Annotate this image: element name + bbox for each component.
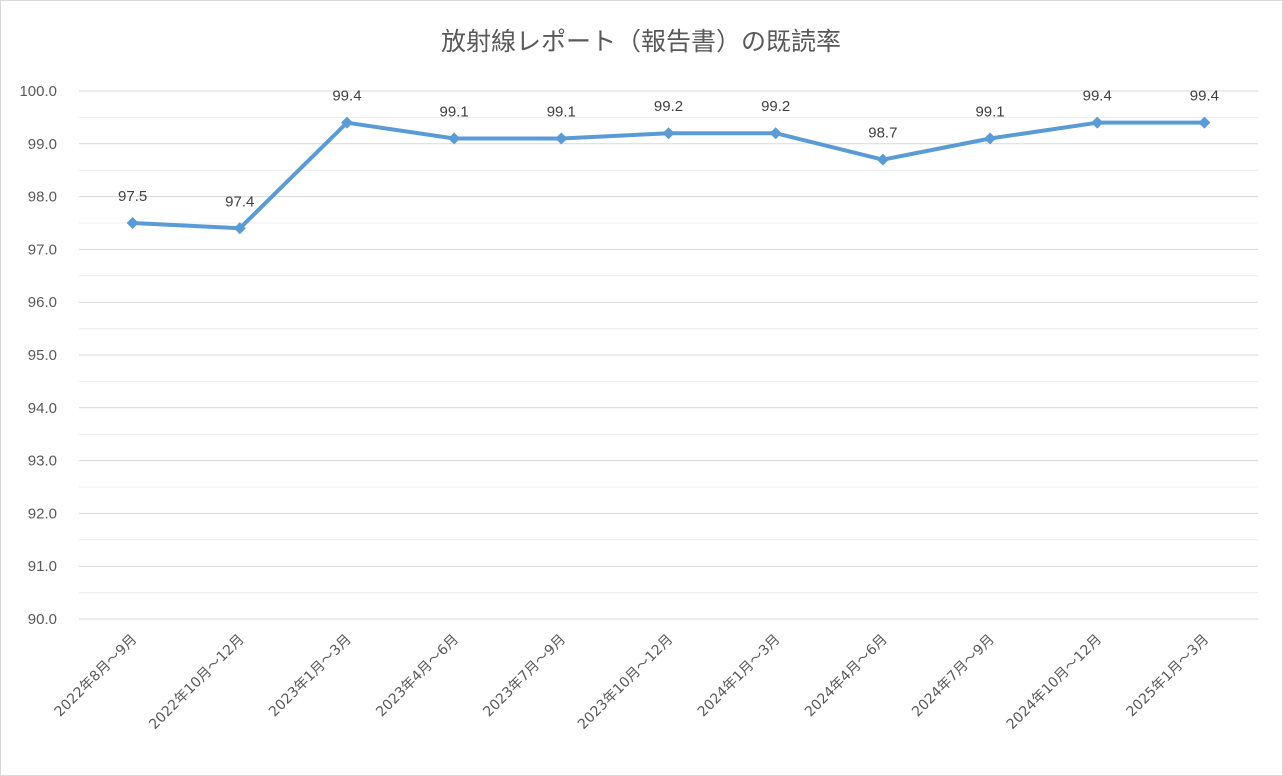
data-label: 99.1 [975,104,1004,121]
y-tick-label: 90.0 [28,611,57,628]
x-tick-label: 2022年10月～12月 [146,632,247,733]
x-tick-label: 2024年7月～9月 [909,632,998,721]
data-label: 99.2 [654,98,683,115]
data-label: 98.7 [868,125,897,142]
data-point-marker [1198,116,1211,129]
data-label: 99.2 [761,98,790,115]
data-point-marker [126,217,139,229]
data-point-marker [1091,116,1104,129]
data-labels: 97.5 97.4 99.4 99.1 99.1 99.2 99.2 98.7 99.1 99.4… [118,88,1219,211]
chart-title: 放射線レポート（報告書）の既読率 [441,27,841,56]
data-label: 99.1 [547,104,576,121]
data-point-marker [984,132,997,145]
x-tick-label: 2023年4月～6月 [373,632,462,721]
series-group [126,116,1211,235]
data-point-marker [555,132,568,145]
data-label: 99.4 [332,88,361,105]
data-point-marker [876,153,889,166]
x-axis-ticks: 2022年8月～9月 2022年10月～12月 2023年1月～3月 2023年4月～… [52,632,1213,733]
y-tick-label: 98.0 [28,189,57,206]
y-tick-label: 95.0 [28,347,57,364]
x-tick-label: 2023年7月～9月 [480,632,569,721]
x-tick-label: 2025年1月～3月 [1124,632,1213,721]
x-tick-label: 2023年1月～3月 [266,632,355,721]
x-tick-label: 2024年10月～12月 [1004,632,1105,733]
data-point-marker [662,127,675,140]
data-point-marker [233,222,246,235]
grid-lines [79,90,1258,620]
y-tick-label: 94.0 [28,400,57,417]
y-tick-label: 99.0 [28,136,57,153]
y-tick-label: 97.0 [28,241,57,258]
data-label: 99.4 [1083,88,1112,105]
y-axis-ticks: 90.0 91.0 92.0 93.0 94.0 95.0 96.0 97.0 98.0 99.0… [19,83,57,628]
y-tick-label: 96.0 [28,294,57,311]
data-label: 97.5 [118,188,147,205]
y-tick-label: 93.0 [28,453,57,470]
x-tick-label: 2024年1月～3月 [695,632,784,721]
data-label: 99.4 [1190,88,1219,105]
x-tick-label: 2024年4月～6月 [802,632,891,721]
data-point-marker [340,116,353,129]
data-label: 97.4 [225,193,254,210]
x-tick-label: 2023年10月～12月 [575,632,676,733]
y-tick-label: 92.0 [28,505,57,522]
y-tick-label: 100.0 [19,83,57,100]
data-point-marker [448,132,461,145]
data-label: 99.1 [440,104,469,121]
y-tick-label: 91.0 [28,558,57,575]
data-point-marker [769,127,782,140]
x-tick-label: 2022年8月～9月 [52,632,141,721]
